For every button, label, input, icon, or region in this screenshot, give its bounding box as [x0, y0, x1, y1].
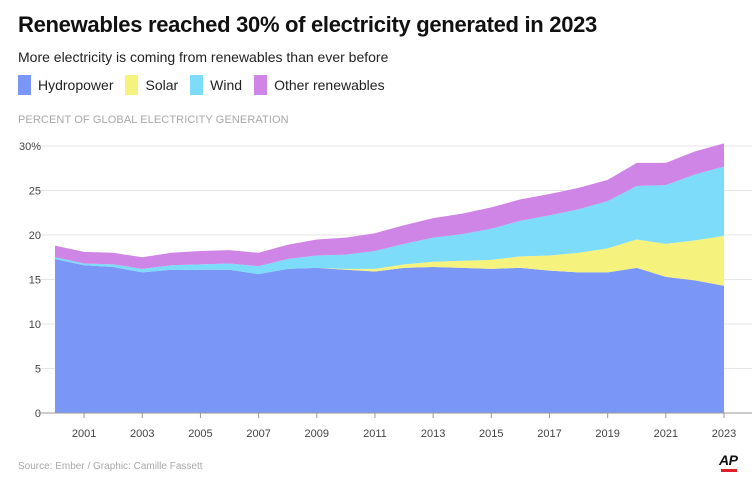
x-tick-label-2013: 2013	[421, 428, 445, 440]
legend-item-other-renewables: Other renewables	[254, 75, 385, 95]
y-tick-label-25: 25	[29, 186, 41, 198]
legend-label-hydropower: Hydropower	[38, 77, 114, 93]
area-other-renewables	[55, 143, 724, 269]
legend-label-wind: Wind	[210, 77, 243, 93]
area-solar	[55, 235, 724, 286]
x-tick-label-2001: 2001	[72, 428, 96, 440]
legend-swatch-solar	[125, 75, 139, 95]
x-tick-label-2019: 2019	[595, 428, 619, 440]
x-tick-label-2015: 2015	[479, 428, 503, 440]
axis-layer: 0 5 10 15 20 25 30% 2001 2003 2005 2007 2009 2011 201…	[19, 141, 752, 440]
ap-logo: AP	[719, 452, 738, 468]
y-tick-label-0: 0	[35, 408, 41, 420]
y-tick-label-10: 10	[29, 319, 41, 331]
x-tick-label-2009: 2009	[305, 428, 329, 440]
legend-item-hydropower: Hydropower	[18, 75, 113, 95]
chart-title: Renewables reached 30% of electricity ge…	[18, 12, 597, 37]
x-tick-label-2023: 2023	[712, 428, 736, 440]
legend: Hydropower Solar Wind Other renewables	[18, 75, 397, 95]
area-hydropower	[55, 259, 724, 413]
legend-label-other-renewables: Other renewables	[274, 77, 385, 93]
legend-swatch-hydropower	[18, 75, 31, 95]
y-tick-label-5: 5	[35, 364, 41, 376]
chart-subtitle: More electricity is coming from renewabl…	[18, 49, 389, 65]
legend-label-solar: Solar	[145, 77, 179, 93]
y-tick-label-30: 30%	[19, 141, 41, 153]
x-tick-label-2003: 2003	[130, 428, 154, 440]
legend-item-solar: Solar	[125, 75, 178, 95]
area-wind	[55, 166, 724, 275]
y-axis-label: PERCENT OF GLOBAL ELECTRICITY GENERATION	[18, 114, 289, 126]
x-tick-label-2011: 2011	[363, 428, 387, 440]
x-tick-label-2017: 2017	[537, 428, 561, 440]
legend-swatch-wind	[190, 75, 204, 95]
x-tick-label-2021: 2021	[654, 428, 678, 440]
y-tick-label-15: 15	[29, 275, 41, 287]
legend-item-wind: Wind	[190, 75, 242, 95]
ap-logo-underline	[721, 469, 737, 472]
x-tick-label-2007: 2007	[246, 428, 270, 440]
legend-swatch-other-renewables	[254, 75, 268, 95]
x-tick-label-2005: 2005	[188, 428, 212, 440]
y-tick-label-20: 20	[29, 230, 41, 242]
area-layer	[55, 143, 724, 413]
source-credit: Source: Ember / Graphic: Camille Fassett	[18, 461, 203, 472]
